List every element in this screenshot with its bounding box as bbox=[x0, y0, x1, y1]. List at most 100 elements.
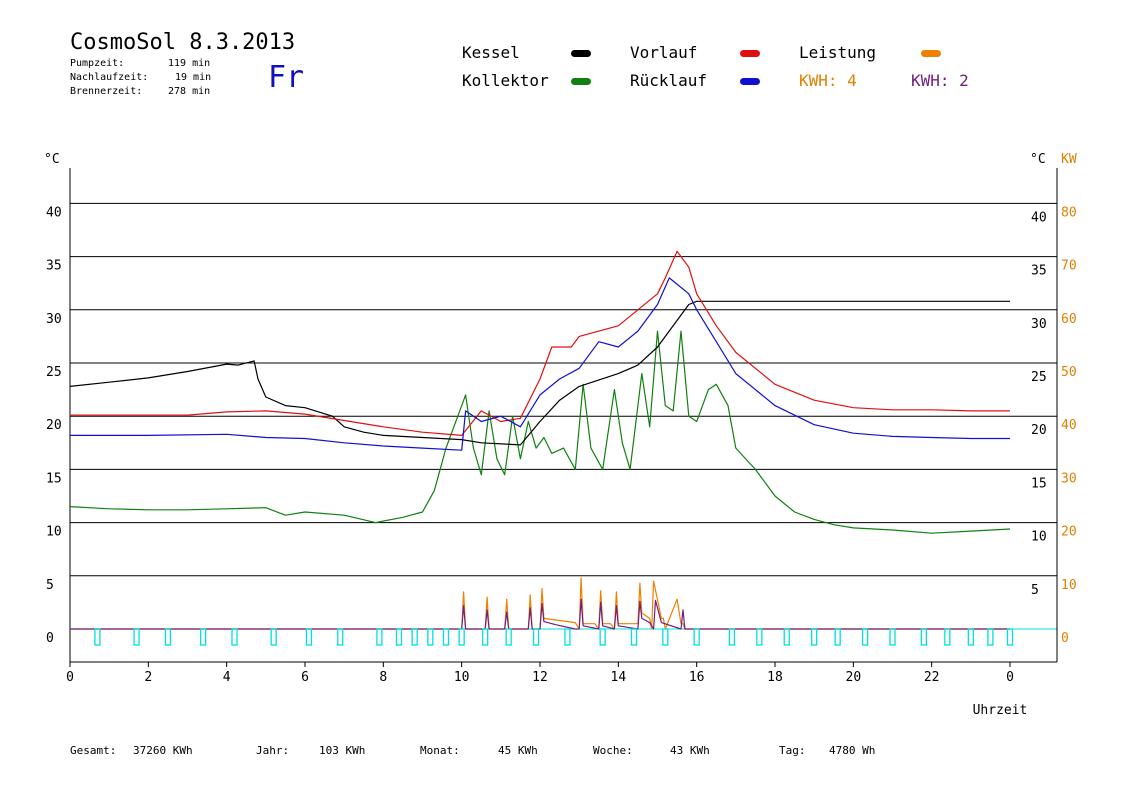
footer-week-value: 43 KWh bbox=[670, 744, 710, 757]
legend-leistung-swatch bbox=[921, 50, 941, 57]
pump-marker bbox=[756, 628, 763, 646]
pump-marker bbox=[693, 628, 700, 646]
pump-marker bbox=[200, 628, 207, 646]
y-tick-label-left: 35 bbox=[46, 259, 62, 274]
kw-axis-unit: KW bbox=[1061, 152, 1077, 167]
axis-layer bbox=[69, 168, 1058, 667]
kw-tick-label: 30 bbox=[1061, 471, 1077, 486]
kw-tick-label: 50 bbox=[1061, 365, 1077, 380]
burner-time-value: 278 min bbox=[168, 86, 211, 97]
legend-vorlauf-label: Vorlauf bbox=[630, 43, 698, 62]
legend-leistung-label: Leistung bbox=[799, 43, 877, 62]
pump-time-value: 119 min bbox=[168, 58, 211, 69]
y-tick-label-right: 15 bbox=[1031, 476, 1047, 491]
y-tick-label-right: 35 bbox=[1031, 264, 1047, 279]
y-tick-label-right: 10 bbox=[1031, 530, 1047, 545]
footer-month-value: 45 KWh bbox=[498, 744, 538, 757]
y-tick-label-right: 20 bbox=[1031, 423, 1047, 438]
kw-tick-label: 40 bbox=[1061, 418, 1077, 433]
pump-marker bbox=[337, 628, 344, 646]
x-tick-label: 20 bbox=[846, 670, 862, 685]
pump-marker bbox=[395, 628, 403, 646]
pump-marker bbox=[164, 628, 172, 646]
pump-marker bbox=[532, 628, 540, 646]
footer-week-label: Woche: bbox=[593, 744, 633, 757]
legend-kessel-label: Kessel bbox=[462, 43, 520, 62]
pump-marker bbox=[783, 628, 790, 646]
legend-ruecklauf-swatch bbox=[740, 78, 760, 85]
x-tick-label: 22 bbox=[924, 670, 940, 685]
pump-marker bbox=[376, 628, 383, 646]
x-tick-label: 0 bbox=[1006, 670, 1014, 685]
x-tick-label: 8 bbox=[379, 670, 387, 685]
label-layer: 0510152025303540510152025303540010203040… bbox=[44, 152, 1077, 718]
footer-day-value: 4780 Wh bbox=[829, 744, 876, 757]
y-axis-unit-left: °C bbox=[44, 152, 60, 167]
x-tick-label: 14 bbox=[611, 670, 627, 685]
y-tick-label-right: 30 bbox=[1031, 317, 1047, 332]
kw-tick-label: 20 bbox=[1061, 525, 1077, 540]
y-tick-label-right: 40 bbox=[1031, 210, 1047, 225]
pump-marker bbox=[442, 628, 450, 646]
pump-marker bbox=[305, 628, 313, 646]
pump-time-label: Pumpzeit: bbox=[70, 58, 125, 69]
kw-tick-label: 0 bbox=[1061, 631, 1069, 646]
y-tick-label-right: 25 bbox=[1031, 370, 1047, 385]
x-tick-label: 16 bbox=[689, 670, 705, 685]
legend-kessel-swatch bbox=[571, 50, 591, 57]
series-kwh2 bbox=[70, 598, 1010, 630]
series-vorlauf bbox=[70, 250, 1010, 436]
pump-marker-layer bbox=[94, 628, 1014, 646]
series-kollektor bbox=[69, 330, 1011, 534]
y-tick-label-left: 25 bbox=[46, 365, 62, 380]
footer-day-label: Tag: bbox=[779, 744, 806, 757]
legend-ruecklauf-label: Rücklauf bbox=[630, 71, 708, 90]
legend-kollektor-label: Kollektor bbox=[462, 71, 549, 90]
legend-vorlauf-swatch bbox=[740, 50, 760, 57]
pump-marker bbox=[564, 628, 571, 646]
x-tick-label: 10 bbox=[454, 670, 470, 685]
legend-kwh1: KWH: 4 bbox=[799, 71, 857, 90]
pump-marker bbox=[811, 628, 818, 646]
pump-marker bbox=[662, 628, 669, 646]
burner-time-label: Brennerzeit: bbox=[70, 86, 143, 97]
y-tick-label-left: 10 bbox=[46, 525, 62, 540]
footer-year-value: 103 KWh bbox=[319, 744, 366, 757]
pump-marker bbox=[482, 628, 489, 646]
y-tick-label-left: 20 bbox=[46, 418, 62, 433]
pump-marker bbox=[94, 628, 101, 646]
kw-tick-label: 10 bbox=[1061, 578, 1077, 593]
x-tick-label: 0 bbox=[66, 670, 74, 685]
pump-marker bbox=[834, 628, 841, 646]
footer-total-label: Gesamt: bbox=[70, 744, 117, 757]
x-tick-label: 12 bbox=[532, 670, 548, 685]
chart-title: CosmoSol 8.3.2013 bbox=[70, 30, 296, 55]
pump-marker bbox=[133, 628, 140, 646]
kw-tick-label: 70 bbox=[1061, 259, 1077, 274]
x-tick-label: 18 bbox=[767, 670, 783, 685]
pump-marker bbox=[920, 628, 927, 646]
y-tick-label-left: 30 bbox=[46, 312, 62, 327]
pump-marker bbox=[231, 628, 238, 646]
pump-marker bbox=[599, 628, 606, 646]
pump-marker bbox=[889, 628, 896, 646]
pump-marker bbox=[411, 628, 418, 646]
y-tick-label-left: 0 bbox=[46, 631, 54, 646]
pump-marker bbox=[944, 628, 951, 646]
pump-marker bbox=[505, 628, 512, 646]
pump-marker bbox=[728, 628, 736, 646]
footer-year-label: Jahr: bbox=[256, 744, 290, 757]
y-tick-label-right: 5 bbox=[1031, 583, 1039, 598]
grid-layer bbox=[70, 202, 1057, 630]
y-axis-unit-right: °C bbox=[1030, 152, 1046, 167]
x-tick-label: 4 bbox=[223, 670, 231, 685]
series-kessel bbox=[69, 300, 1010, 446]
pump-marker bbox=[458, 628, 465, 646]
legend-kwh2: KWH: 2 bbox=[911, 71, 969, 90]
series-layer bbox=[69, 250, 1011, 630]
pump-marker bbox=[270, 628, 277, 646]
y-tick-label-left: 40 bbox=[46, 205, 62, 220]
footer-total-value: 37260 KWh bbox=[133, 744, 193, 757]
pump-marker bbox=[1006, 628, 1014, 646]
